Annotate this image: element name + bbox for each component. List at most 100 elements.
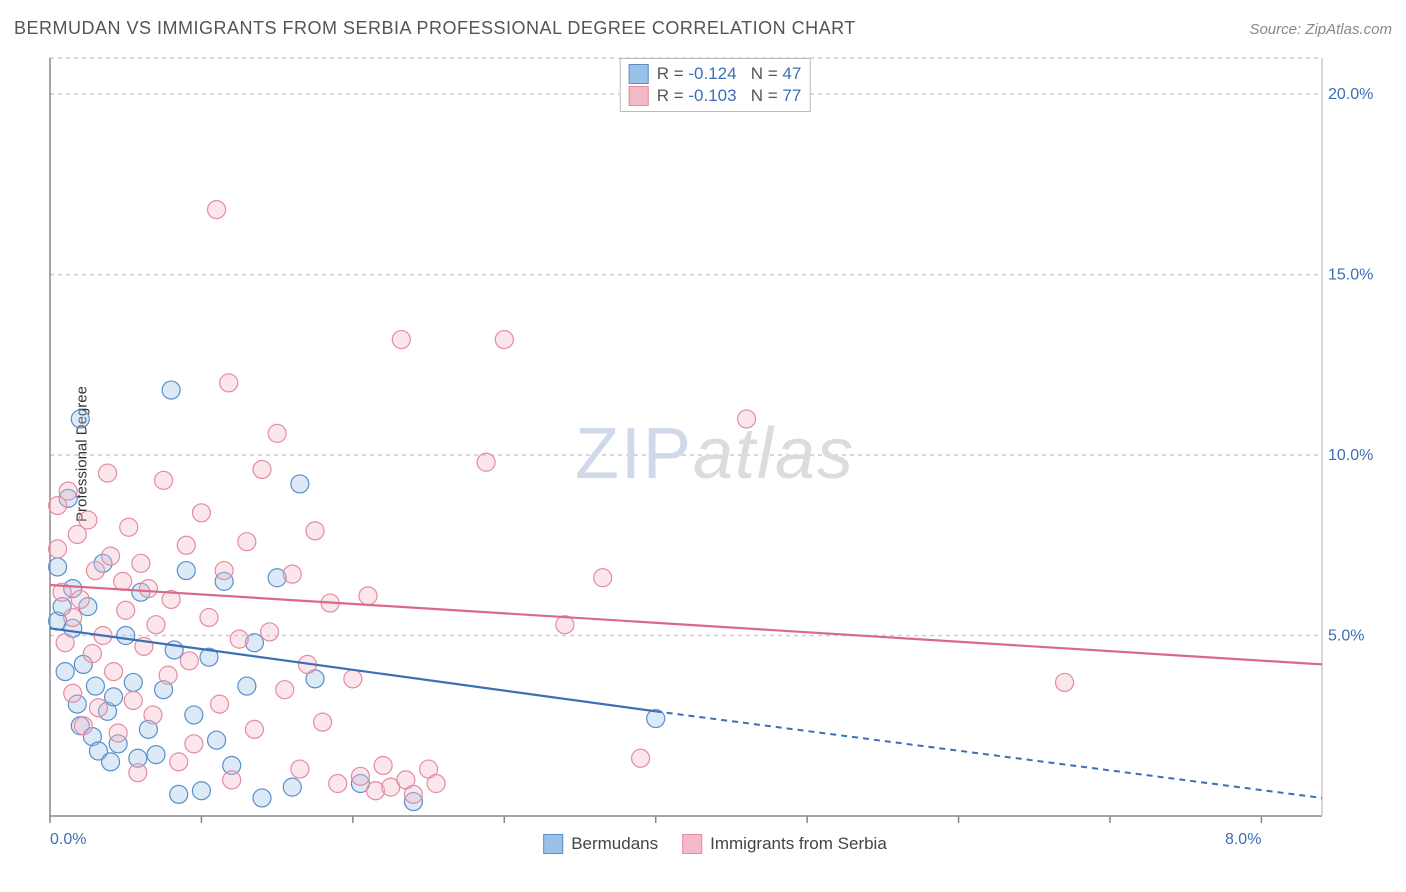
data-point [632,749,650,767]
data-point [268,424,286,442]
data-point [170,785,188,803]
data-point [139,580,157,598]
x-tick-label: 8.0% [1225,831,1261,848]
data-point [83,645,101,663]
y-tick-label: 15.0% [1328,267,1373,284]
data-point [159,666,177,684]
data-point [170,753,188,771]
data-point [230,630,248,648]
data-point [351,767,369,785]
data-point [124,673,142,691]
data-point [102,547,120,565]
data-point [215,562,233,580]
data-point [314,713,332,731]
data-point [120,518,138,536]
data-point [102,753,120,771]
data-point [177,562,195,580]
data-point [74,717,92,735]
data-point [238,677,256,695]
y-tick-label: 10.0% [1328,447,1373,464]
data-point [144,706,162,724]
data-point [283,565,301,583]
data-point [200,608,218,626]
y-tick-label: 20.0% [1328,86,1373,103]
data-point [132,554,150,572]
regression-line-dashed [656,711,1322,798]
data-point [117,601,135,619]
data-point [253,460,271,478]
data-point [185,706,203,724]
data-point [192,504,210,522]
legend-item: Bermudans [543,834,658,854]
chart-title: BERMUDAN VS IMMIGRANTS FROM SERBIA PROFE… [14,18,856,39]
legend-swatch [682,834,702,854]
legend-label: Immigrants from Serbia [710,834,887,854]
data-point [192,782,210,800]
data-point [99,464,117,482]
data-point [64,684,82,702]
legend-item: Immigrants from Serbia [682,834,887,854]
data-point [105,663,123,681]
data-point [392,331,410,349]
data-point [359,587,377,605]
data-point [59,482,77,500]
data-point [105,688,123,706]
data-point [253,789,271,807]
y-tick-label: 5.0% [1328,628,1364,645]
data-point [344,670,362,688]
data-point [291,475,309,493]
data-point [245,720,263,738]
data-point [86,562,104,580]
data-point [180,652,198,670]
data-point [223,771,241,789]
stats-text: R = -0.124 N = 47 [657,64,802,84]
data-point [283,778,301,796]
data-point [49,540,67,558]
data-point [220,374,238,392]
data-point [147,616,165,634]
data-point [162,381,180,399]
data-point [124,691,142,709]
data-point [594,569,612,587]
data-point [56,663,74,681]
data-point [374,756,392,774]
stats-text: R = -0.103 N = 77 [657,86,802,106]
data-point [71,590,89,608]
data-point [71,410,89,428]
data-point [404,785,422,803]
series-legend: Bermudans Immigrants from Serbia [543,834,887,854]
legend-swatch [543,834,563,854]
data-point [306,522,324,540]
source-attribution: Source: ZipAtlas.com [1249,21,1392,38]
data-point [1056,673,1074,691]
data-point [261,623,279,641]
data-point [86,677,104,695]
scatter-plot: 0.0% 8.0% 5.0% 10.0% 15.0% 20.0% [48,56,1382,852]
correlation-stats-box: R = -0.124 N = 47R = -0.103 N = 77 [620,58,811,112]
chart-container: Professional Degree 0.0%8.0%5.0%10.0%15.… [48,56,1382,852]
legend-label: Bermudans [571,834,658,854]
data-point [495,331,513,349]
data-point [129,764,147,782]
data-point [276,681,294,699]
data-point [64,608,82,626]
data-point [147,746,165,764]
data-point [89,699,107,717]
data-point [427,775,445,793]
data-point [155,471,173,489]
data-point [208,201,226,219]
stats-swatch [629,86,649,106]
data-point [208,731,226,749]
data-point [49,558,67,576]
data-point [56,634,74,652]
data-point [291,760,309,778]
data-point [329,775,347,793]
regression-line [50,585,1322,664]
data-point [79,511,97,529]
data-point [117,627,135,645]
stats-swatch [629,64,649,84]
data-point [738,410,756,428]
data-point [185,735,203,753]
x-tick-label: 0.0% [50,831,86,848]
series-bermudans [49,381,665,810]
